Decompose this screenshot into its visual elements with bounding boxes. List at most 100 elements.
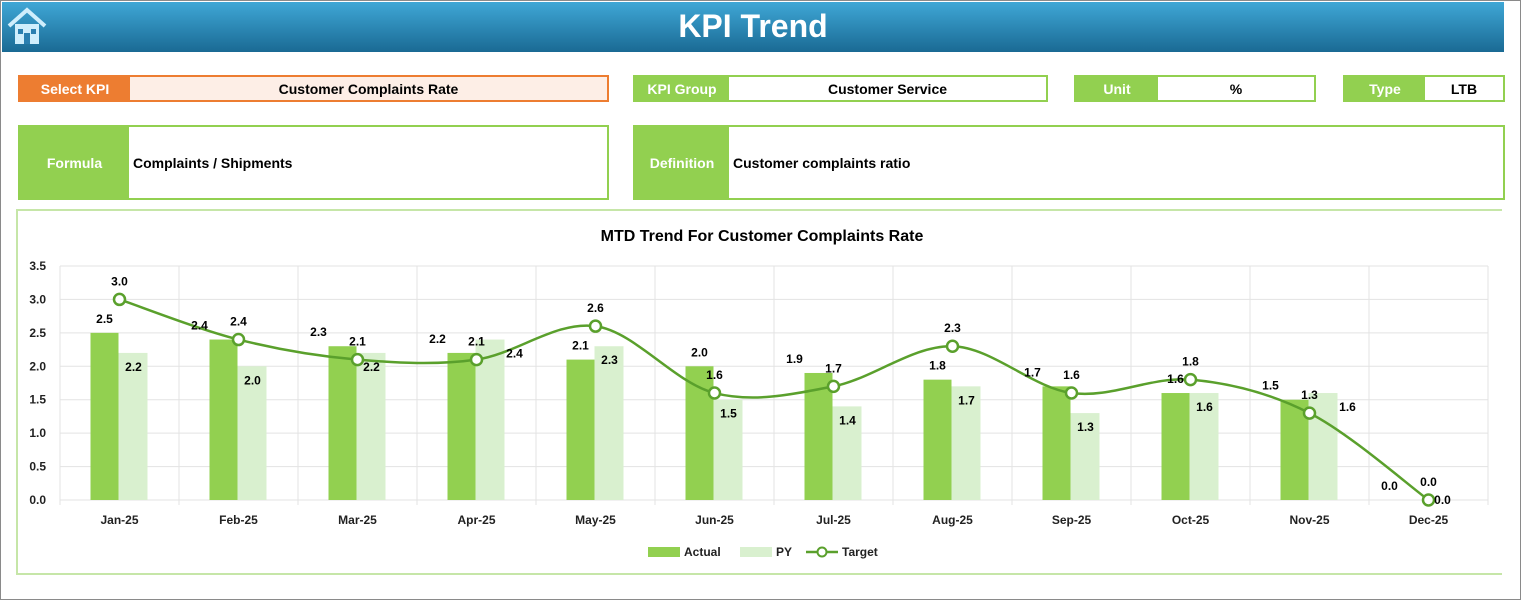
bar-py: [475, 339, 505, 500]
unit-label: Unit: [1076, 77, 1158, 100]
formula-label: Formula: [20, 127, 129, 198]
x-tick-label: Apr-25: [457, 513, 495, 527]
data-label-actual: 2.0: [691, 345, 708, 359]
x-tick-label: Jun-25: [695, 513, 734, 527]
bar-py: [237, 366, 267, 500]
target-marker: [588, 319, 603, 333]
data-label-actual: 1.8: [929, 359, 946, 373]
data-label-actual: 2.1: [572, 339, 589, 353]
data-label-actual: 1.6: [1167, 372, 1184, 386]
data-label-target: 2.3: [944, 321, 961, 335]
data-label-actual: 2.2: [429, 332, 446, 346]
bar-py: [1189, 393, 1219, 500]
legend-swatch-actual: [648, 547, 680, 557]
data-label-py: 1.6: [1339, 400, 1356, 414]
bar-actual: [328, 346, 357, 500]
definition-row: Definition Customer complaints ratio: [633, 125, 1505, 200]
data-label-actual: 1.5: [1262, 379, 1279, 393]
bar-py: [832, 406, 862, 500]
target-marker: [826, 379, 841, 394]
kpi-group-value: Customer Service: [729, 77, 1046, 100]
target-marker: [945, 339, 960, 353]
page-title: KPI Trend: [678, 8, 828, 44]
data-label-py: 1.6: [1196, 400, 1213, 414]
definition-label: Definition: [635, 127, 729, 198]
data-label-target: 2.4: [230, 315, 247, 329]
bar-py: [951, 386, 981, 500]
target-marker: [112, 292, 127, 307]
formula-value: Complaints / Shipments: [129, 127, 607, 198]
data-label-target: 1.8: [1182, 355, 1199, 369]
bar-py: [118, 352, 148, 500]
y-tick-label: 3.5: [29, 259, 46, 273]
y-tick-label: 1.0: [29, 426, 46, 440]
bar-py: [356, 352, 386, 500]
data-label-actual: 1.7: [1024, 365, 1041, 379]
data-label-target: 1.6: [1063, 368, 1080, 382]
data-label-actual: 2.3: [310, 325, 327, 339]
x-tick-label: Feb-25: [219, 513, 258, 527]
x-tick-label: Jul-25: [816, 513, 851, 527]
bar-actual: [566, 359, 595, 500]
x-tick-label: Jan-25: [100, 513, 138, 527]
target-marker: [469, 352, 484, 367]
legend-label-actual: Actual: [684, 545, 721, 559]
bar-py: [713, 399, 743, 500]
y-tick-label: 0.0: [29, 493, 46, 507]
data-label-target: 3.0: [111, 274, 128, 288]
data-label-py: 2.0: [244, 373, 261, 387]
data-label-py: 2.3: [601, 353, 618, 367]
x-tick-label: Sep-25: [1052, 513, 1092, 527]
legend-label-py: PY: [776, 545, 792, 559]
data-label-target: 2.1: [349, 335, 366, 349]
target-marker: [1183, 372, 1198, 387]
data-label-actual: 2.5: [96, 312, 113, 326]
data-label-target: 1.6: [706, 368, 723, 382]
header-bar: KPI Trend: [2, 2, 1504, 52]
target-marker: [1302, 406, 1317, 420]
type-row: Type LTB: [1343, 75, 1505, 102]
data-label-actual: 1.9: [786, 352, 803, 366]
target-marker: [1421, 493, 1436, 507]
x-tick-label: May-25: [575, 513, 616, 527]
target-marker: [350, 352, 365, 367]
x-tick-label: Oct-25: [1172, 513, 1210, 527]
bar-actual: [804, 372, 833, 500]
select-kpi-dropdown[interactable]: Customer Complaints Rate: [130, 77, 607, 100]
type-label: Type: [1345, 77, 1425, 100]
bar-actual: [1042, 386, 1071, 500]
y-tick-label: 0.5: [29, 460, 46, 474]
target-marker: [707, 386, 722, 400]
data-label-py: 1.3: [1077, 420, 1094, 434]
legend-label-target: Target: [842, 545, 878, 559]
target-marker: [231, 332, 246, 347]
data-label-py: 1.4: [839, 413, 856, 427]
x-tick-label: Aug-25: [932, 513, 973, 527]
x-tick-label: Nov-25: [1289, 513, 1329, 527]
data-label-py: 2.4: [506, 347, 523, 361]
data-label-target: 1.7: [825, 361, 842, 375]
kpi-group-row: KPI Group Customer Service: [633, 75, 1048, 102]
data-label-py: 2.2: [125, 360, 142, 374]
bar-actual: [90, 332, 119, 500]
target-marker: [1064, 386, 1079, 400]
bar-py: [1070, 413, 1100, 500]
y-tick-label: 2.5: [29, 326, 46, 340]
y-tick-label: 1.5: [29, 393, 46, 407]
select-kpi-row: Select KPI Customer Complaints Rate: [18, 75, 609, 102]
data-label-py: 0.0: [1434, 493, 1451, 507]
data-label-py: 1.7: [958, 393, 975, 407]
definition-value: Customer complaints ratio: [729, 127, 1503, 198]
data-label-actual: 2.4: [191, 319, 208, 333]
home-icon[interactable]: [6, 6, 48, 46]
data-label-target: 2.1: [468, 335, 485, 349]
bar-actual: [1161, 393, 1190, 500]
chart-title: MTD Trend For Customer Complaints Rate: [601, 228, 924, 245]
unit-value: %: [1158, 77, 1314, 100]
bar-actual: [923, 379, 952, 500]
y-tick-label: 3.0: [29, 292, 46, 306]
data-label-py: 2.2: [363, 360, 380, 374]
legend-marker-target: [816, 546, 828, 558]
legend-swatch-py: [740, 547, 772, 557]
